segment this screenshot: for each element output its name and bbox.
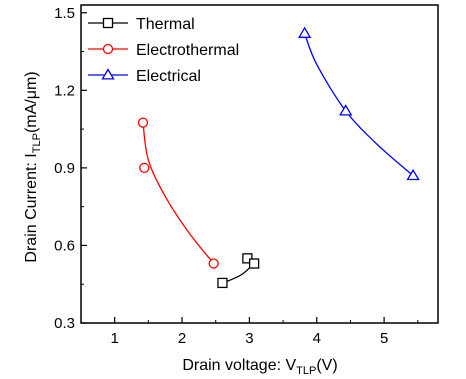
data-point-electrical <box>297 26 312 38</box>
x-tick-label: 3 <box>245 330 253 347</box>
series-line-electrical <box>304 33 414 177</box>
x-tick-label: 1 <box>111 330 119 347</box>
y-tick-label: 1.5 <box>54 5 75 22</box>
x-tick-label: 4 <box>313 330 321 347</box>
data-point-electrical <box>339 104 353 116</box>
y-ticks: 0.3 0.6 0.9 1.2 1.5 <box>54 5 87 332</box>
x-ticks: 1 2 3 4 5 <box>80 317 419 347</box>
data-point-thermal <box>217 277 228 289</box>
legend-label-electrical: Electrical <box>136 68 201 85</box>
legend-marker-electrothermal <box>102 43 114 55</box>
legend-marker-thermal <box>102 17 114 29</box>
legend: Thermal Electrothermal Electrical <box>88 16 239 85</box>
series-line-electrothermal <box>142 122 215 264</box>
legend-label-electrothermal: Electrothermal <box>136 42 239 59</box>
plot-frame <box>80 4 439 324</box>
legend-label-thermal: Thermal <box>136 16 195 33</box>
data-point-electrothermal <box>208 258 219 269</box>
y-tick-label: 0.3 <box>54 315 75 332</box>
data-point-electrical <box>406 168 420 181</box>
data-point-electrothermal <box>137 117 149 128</box>
data-point-thermal <box>248 258 260 269</box>
y-axis-label: Drain Current: ITLP(mA/μm) <box>23 71 43 262</box>
x-axis-label: Drain voltage: VTLP(V) <box>182 357 337 377</box>
data-point-thermal <box>242 253 253 264</box>
series-markers <box>137 26 420 289</box>
x-tick-label: 5 <box>380 330 388 347</box>
data-point-electrothermal <box>139 162 150 174</box>
x-tick-label: 2 <box>178 330 186 347</box>
y-tick-label: 1.2 <box>54 82 75 99</box>
y-tick-label: 0.6 <box>54 237 75 254</box>
legend-marker-electrical <box>101 68 115 80</box>
y-tick-label: 0.9 <box>54 160 75 177</box>
